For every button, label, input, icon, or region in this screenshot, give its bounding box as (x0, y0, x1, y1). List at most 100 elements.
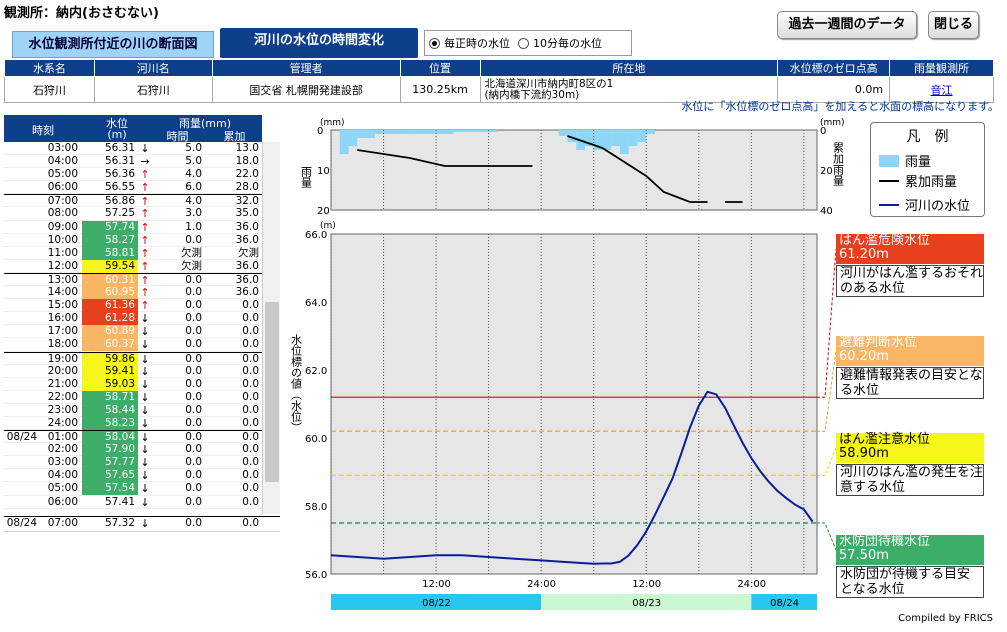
row-trend-arrow: → (140, 155, 150, 169)
row-trend-arrow: ↑ (140, 246, 150, 260)
row-rain-hour: 0.0 (185, 482, 202, 495)
data-list[interactable]: 03:00 56.31 ↓ 5.0 13.0 04:00 56.31 → 5.0 18.0 05:0… (4, 142, 262, 514)
row-rain-cum: 0.0 (242, 312, 259, 325)
rain-left-tick: 20 (317, 206, 330, 217)
row-rain-cum: 36.0 (235, 273, 259, 286)
row-trend-arrow: ↓ (140, 495, 150, 509)
level-box: 避難判断水位 60.20m 避難情報発表の目安となる水位 (836, 336, 984, 399)
list-item: 12:00 59.54 ↑ 欠測 36.0 (4, 259, 262, 273)
row-rain-cum: 0.0 (242, 299, 259, 312)
row-rain-cum: 欠測 (238, 246, 259, 259)
rain-bar (611, 130, 620, 146)
row-trend-arrow: ↑ (140, 299, 150, 313)
list-item: 03:00 56.31 ↓ 5.0 13.0 (4, 142, 262, 156)
row-trend-arrow: ↑ (140, 181, 150, 195)
row-time: 16:00 (47, 312, 78, 325)
cell-address: 北海道深川市納内町8区の1 (納内橋下流約30m) (479, 76, 779, 103)
level-value: 57.50m (839, 548, 889, 563)
legend-wl: 河川の水位 (905, 199, 971, 214)
list-scrollbar[interactable] (262, 142, 280, 514)
rain-bar (409, 130, 454, 134)
row-time: 15:00 (47, 299, 78, 312)
row-trend-arrow: ↑ (140, 168, 150, 182)
legend-cum: 累加雨量 (905, 175, 958, 190)
rain-station-link[interactable]: 音江 (889, 76, 994, 103)
latest-arrow: ↓ (140, 517, 150, 530)
row-trend-arrow: ↓ (140, 403, 150, 417)
row-rain-hour: 0.0 (185, 456, 202, 469)
list-item: 04:00 56.31 → 5.0 18.0 (4, 155, 262, 169)
row-rain-hour: 0.0 (185, 431, 202, 444)
row-rain-cum: 0.0 (242, 456, 259, 469)
col-river: 河川名 (93, 59, 213, 77)
radio-hourly[interactable] (429, 37, 440, 49)
row-trend-arrow: ↑ (140, 273, 150, 287)
radio-ten-min[interactable] (518, 37, 529, 49)
list-item: 16:00 61.28 ↓ 0.0 0.0 (4, 312, 262, 326)
row-time: 04:00 (47, 469, 78, 482)
row-trend-arrow: ↓ (140, 416, 150, 430)
row-water-level: 61.36 (82, 299, 138, 313)
row-rain-cum: 0.0 (242, 364, 259, 377)
list-item: 10:00 58.27 ↑ 0.0 36.0 (4, 233, 262, 247)
hdr-rain: 雨量(mm) (178, 117, 231, 130)
row-time: 04:00 (47, 155, 78, 168)
list-item: 05:00 56.36 ↑ 4.0 22.0 (4, 168, 262, 182)
cum-rain-line (357, 149, 533, 167)
row-trend-arrow: ↓ (140, 325, 150, 339)
wl-x-tick: 24:00 (737, 579, 766, 590)
wl-y-tick: 64.0 (305, 298, 327, 309)
row-rain-cum: 18.0 (235, 155, 259, 168)
rain-bar (558, 130, 568, 136)
row-rain-cum: 36.0 (235, 233, 259, 246)
station-info-table: 水系名 河川名 管理者 位置 所在地 水位標のゼロ点高 雨量観測所 石狩川 石狩… (4, 59, 994, 103)
close-button[interactable]: 閉じる (928, 11, 979, 39)
list-item: 07:00 56.86 ↑ 4.0 32.0 (4, 194, 262, 208)
hdr-time: 時刻 (32, 124, 54, 137)
row-water-level: 58.27 (82, 233, 138, 247)
list-item: 09:00 57.74 ↑ 1.0 36.0 (4, 220, 262, 234)
list-item: 15:00 61.36 ↑ 0.0 0.0 (4, 299, 262, 313)
station-title: 観測所：納内(おさむない) (4, 6, 159, 21)
row-rain-cum: 0.0 (242, 416, 259, 429)
tab-time-change[interactable]: 河川の水位の時間変化 (220, 28, 418, 58)
row-time: 11:00 (47, 246, 78, 259)
row-rain-hour: 0.0 (185, 495, 202, 508)
row-water-level: 57.77 (82, 456, 138, 470)
row-trend-arrow: ↓ (140, 338, 150, 352)
row-rain-hour: 0.0 (185, 338, 202, 351)
level-name: はん濫危険水位 (839, 233, 931, 248)
row-rain-cum: 0.0 (242, 469, 259, 482)
col-address: 所在地 (479, 59, 779, 77)
rain-unit-left: (mm) (320, 118, 345, 128)
row-water-level: 59.41 (82, 364, 138, 378)
list-header: 時刻 水位 (m) 雨量(mm) 時間 累加 (4, 115, 262, 143)
row-rain-hour: 0.0 (185, 377, 202, 390)
row-water-level: 58.71 (82, 390, 138, 404)
past-week-button[interactable]: 過去一週間のデータ (777, 11, 917, 39)
list-item: 23:00 58.44 ↓ 0.0 0.0 (4, 403, 262, 417)
radio-ten-min-label: 10分毎の水位 (533, 37, 602, 50)
list-item: 19:00 59.86 ↓ 0.0 0.0 (4, 351, 262, 366)
row-trend-arrow: ↓ (140, 482, 150, 496)
cum-rain-line (567, 135, 708, 203)
row-water-level: 57.90 (82, 443, 138, 457)
level-connector (817, 522, 837, 551)
row-time: 02:00 (47, 443, 78, 456)
date-bar-label: 08/24 (770, 598, 799, 609)
row-trend-arrow: ↓ (140, 377, 150, 391)
wl-plot-area (330, 233, 818, 575)
latest-hour: 0.0 (185, 517, 202, 529)
cell-position: 130.25km (399, 76, 481, 103)
scroll-thumb[interactable] (265, 302, 279, 482)
tab-cross-section[interactable]: 水位観測所付近の川の断面図 (12, 31, 214, 58)
row-rain-cum: 35.0 (235, 207, 259, 220)
cell-system: 石狩川 (4, 76, 95, 103)
row-water-level: 59.54 (82, 259, 138, 273)
level-description: 河川のはん濫の発生を注意する水位 (836, 464, 984, 496)
rain-bar (628, 130, 638, 146)
level-name: 避難判断水位 (839, 335, 918, 350)
footer-credit: Compiled by FRICS (898, 613, 993, 624)
list-item: 04:00 57.65 ↓ 0.0 0.0 (4, 469, 262, 483)
row-water-level: 57.25 (104, 207, 135, 220)
